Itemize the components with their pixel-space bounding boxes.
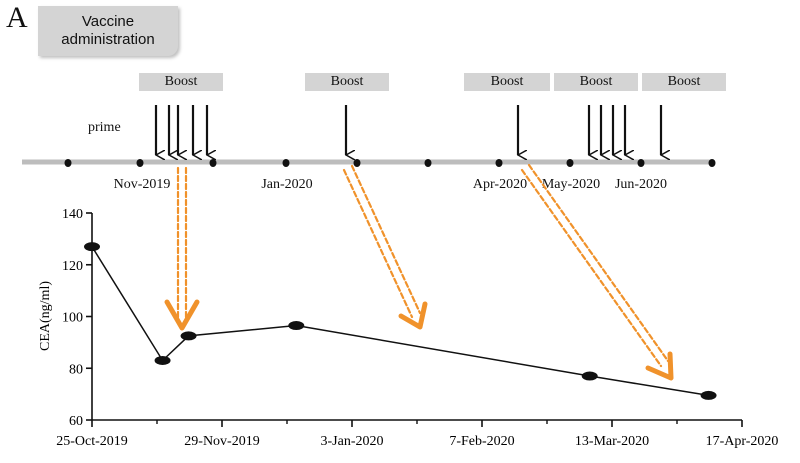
timeline-dot xyxy=(495,159,503,167)
x-tick-label: 7-Feb-2020 xyxy=(449,434,514,449)
panel-label: A xyxy=(6,1,28,34)
y-tick-label: 140 xyxy=(62,207,83,222)
vaccine-box-line2: administration xyxy=(61,31,155,48)
y-tick-label: 60 xyxy=(69,414,83,429)
boost-label-4: Boost xyxy=(554,73,638,91)
data-point xyxy=(288,321,305,331)
timeline-dot xyxy=(708,159,716,167)
month-label-2: Jan-2020 xyxy=(261,177,313,192)
timeline-dot xyxy=(566,159,574,167)
timeline-dot xyxy=(136,159,144,167)
boost-label-1: Boost xyxy=(139,73,223,91)
month-label-3: Apr-2020 xyxy=(472,177,528,192)
timeline-dot xyxy=(209,159,217,167)
boost-label-3: Boost xyxy=(464,73,550,91)
x-tick-label: 29-Nov-2019 xyxy=(184,434,259,449)
timeline-dot xyxy=(637,159,645,167)
x-tick-label: 17-Apr-2020 xyxy=(706,434,779,449)
link-arrow-1 xyxy=(164,166,200,331)
vaccine-box-line1: Vaccine xyxy=(81,13,135,30)
data-point xyxy=(581,371,598,381)
month-label-1: Nov-2019 xyxy=(113,177,171,192)
y-tick-label: 80 xyxy=(69,362,83,377)
x-ticks: 25-Oct-2019 29-Nov-2019 3-Jan-2020 7-Feb-20… xyxy=(56,420,778,449)
data-point xyxy=(154,355,171,365)
timeline-dot xyxy=(64,159,72,167)
boost-label-2: Boost xyxy=(305,73,389,91)
y-ticks: 60 80 100 120 140 xyxy=(62,207,92,429)
timeline-dot xyxy=(353,159,361,167)
prime-label: prime xyxy=(88,120,121,135)
link-arrow-3 xyxy=(520,163,674,381)
y-axis-label: CEA(ng/ml) xyxy=(38,281,53,351)
data-points xyxy=(84,242,717,400)
x-tick-label: 3-Jan-2020 xyxy=(321,434,384,449)
data-point xyxy=(180,331,197,341)
month-label-5: Jun-2020 xyxy=(614,177,668,192)
month-label-4: May-2020 xyxy=(541,177,601,192)
timeline-dot xyxy=(282,159,290,167)
series-line xyxy=(91,246,709,397)
dose-arrows xyxy=(154,105,661,155)
timeline-dot xyxy=(424,159,432,167)
timeline-dots xyxy=(64,159,716,167)
vaccine-administration-box: Vaccine administration xyxy=(38,6,178,56)
link-arrows xyxy=(164,163,674,381)
data-point xyxy=(700,390,717,400)
x-tick-label: 25-Oct-2019 xyxy=(56,434,128,449)
y-tick-label: 100 xyxy=(62,311,83,326)
data-point xyxy=(84,242,100,252)
link-arrow-2 xyxy=(342,164,428,330)
boost-label-5: Boost xyxy=(642,73,726,91)
y-tick-label: 120 xyxy=(62,259,83,274)
x-tick-label: 13-Mar-2020 xyxy=(575,434,649,449)
